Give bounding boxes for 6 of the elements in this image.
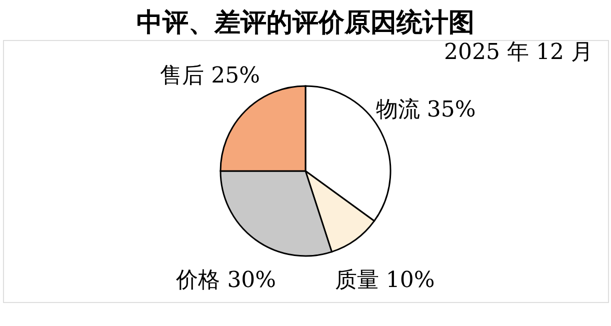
slice-label: 物流 35% xyxy=(376,98,476,123)
chart-title: 中评、差评的评价原因统计图 xyxy=(136,8,474,38)
text: 2025 年 12 月 xyxy=(444,40,593,65)
slice-label: 质量 10% xyxy=(334,268,435,294)
slice-label: 售后 25% xyxy=(160,64,260,89)
slice-label: 价格 30% xyxy=(175,268,276,294)
